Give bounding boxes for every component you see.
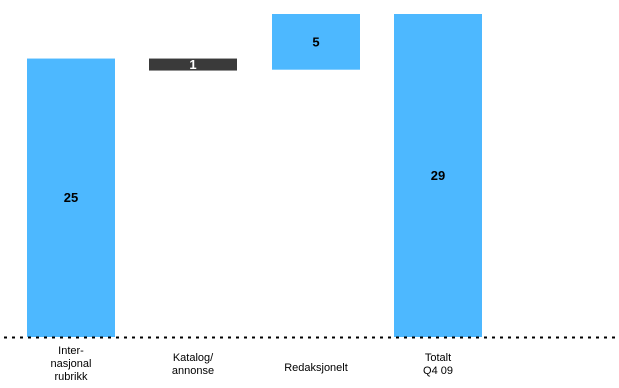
category-label-3: Redaksjonelt (284, 362, 348, 374)
category-label-4: Totalt Q4 09 (423, 352, 453, 377)
category-label-line: annonse (172, 365, 214, 377)
category-label-line: rubrikk (54, 371, 88, 383)
category-label-line: Q4 09 (423, 365, 453, 377)
bar-3 (272, 14, 360, 70)
category-label-2: Katalog/annonse (172, 352, 214, 377)
category-label-line: Katalog/ (173, 352, 214, 364)
bar-value-label-1: 25 (64, 190, 78, 205)
bar-value-label-4: 29 (431, 168, 445, 183)
bar-2 (149, 58, 237, 71)
category-label-line: Redaksjonelt (284, 362, 348, 374)
category-labels-layer: Inter-nasjonal rubrikk Katalog/annonse Reda… (51, 345, 453, 383)
bar-4 (394, 14, 482, 337)
bar-value-label-3: 5 (312, 34, 319, 49)
bar-value-label-2: 1 (189, 57, 196, 72)
category-label-1: Inter-nasjonal rubrikk (51, 345, 92, 383)
category-label-line: Inter- (58, 345, 84, 357)
bar-1 (27, 58, 115, 337)
category-label-line: Totalt (425, 352, 451, 364)
category-label-line: nasjonal (51, 358, 92, 370)
bars-layer: 25 1 5 29 (27, 14, 482, 337)
